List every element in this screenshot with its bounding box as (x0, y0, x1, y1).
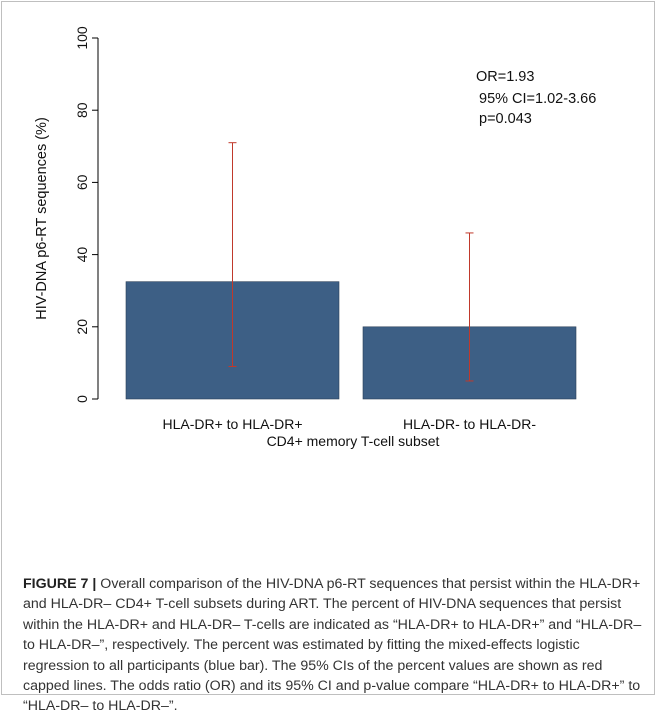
y-tick-label: 60 (74, 174, 90, 190)
x-axis-title: CD4+ memory T-cell subset (267, 433, 440, 449)
y-tick-label: 100 (74, 26, 90, 50)
y-tick-label: 80 (74, 102, 90, 118)
annotation-text: p=0.043 (479, 111, 532, 127)
x-tick-label: HLA-DR- to HLA-DR- (403, 416, 536, 432)
y-tick-label: 0 (74, 395, 90, 403)
bar-chart: 0 20 40 60 80 100 HIV-DNA p6-RT sequences (%) H… (34, 26, 596, 449)
y-tick-label: 20 (74, 319, 90, 335)
annotation-text: OR=1.93 (476, 69, 534, 85)
y-axis-title: HIV-DNA p6-RT sequences (%) (34, 117, 50, 320)
annotation-text: 95% CI=1.02-3.66 (479, 91, 596, 107)
x-tick-label: HLA-DR+ to HLA-DR+ (162, 416, 302, 432)
y-tick-label: 40 (74, 247, 90, 263)
caption-text: Overall comparison of the HIV-DNA p6-RT … (23, 576, 642, 715)
figure-caption: FIGURE 7 | Overall comparison of the HIV… (23, 574, 643, 717)
caption-label: FIGURE 7 | (23, 576, 97, 592)
